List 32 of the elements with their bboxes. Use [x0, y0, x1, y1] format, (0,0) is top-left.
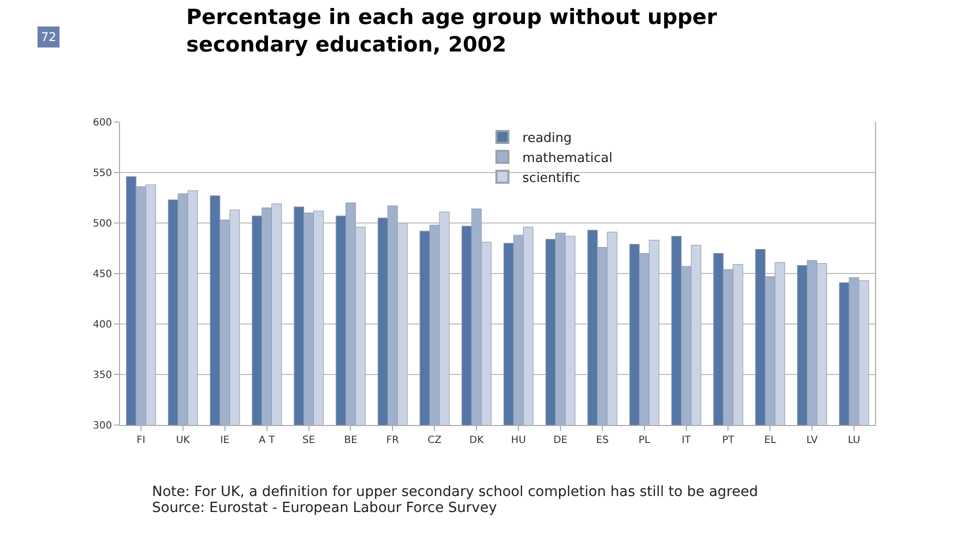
x-tick-label: EL [764, 435, 777, 446]
text: 72 [41, 30, 56, 44]
x-tick-label: BE [344, 435, 358, 446]
y-tick-label: 550 [92, 168, 112, 179]
y-tick-label: 450 [92, 269, 112, 280]
x-tick-label: DE [553, 435, 568, 446]
x-tick-label: A T [258, 435, 276, 446]
y-tick-label: 300 [92, 420, 112, 432]
legend-label: reading [522, 131, 572, 146]
x-tick-label: HU [511, 435, 526, 446]
x-tick-label: DK [469, 435, 484, 446]
text: Note: For UK, a definition for upper secondary school completion has still to be agreed [152, 484, 758, 500]
x-tick-label: CZ [428, 435, 442, 446]
y-tick-label: 600 [92, 118, 112, 128]
x-tick-label: LV [806, 435, 818, 446]
y-tick-label: 400 [92, 320, 112, 330]
legend-label: scientific [522, 170, 580, 186]
source-note: Source: Eurostat - European Labour Force Survey [152, 500, 497, 516]
x-tick-label: LU [848, 435, 860, 446]
x-tick-label: PT [722, 435, 736, 446]
x-tick-label: PL [638, 435, 651, 446]
x-tick-label: IE [220, 435, 230, 446]
x-tick-label: SE [302, 435, 316, 446]
x-tick-label: FR [386, 435, 400, 446]
x-tick-label: IT [682, 435, 692, 446]
chart-title: Percentage in each age group without upper secondary education, 2002 [186, 5, 718, 56]
x-tick-label: FI [136, 435, 146, 446]
y-tick-label: 500 [92, 218, 112, 230]
y-tick-label: 350 [92, 370, 112, 381]
x-tick-label: ES [596, 435, 609, 446]
x-tick-label: UK [176, 435, 190, 446]
legend-label: mathematical [522, 150, 612, 166]
